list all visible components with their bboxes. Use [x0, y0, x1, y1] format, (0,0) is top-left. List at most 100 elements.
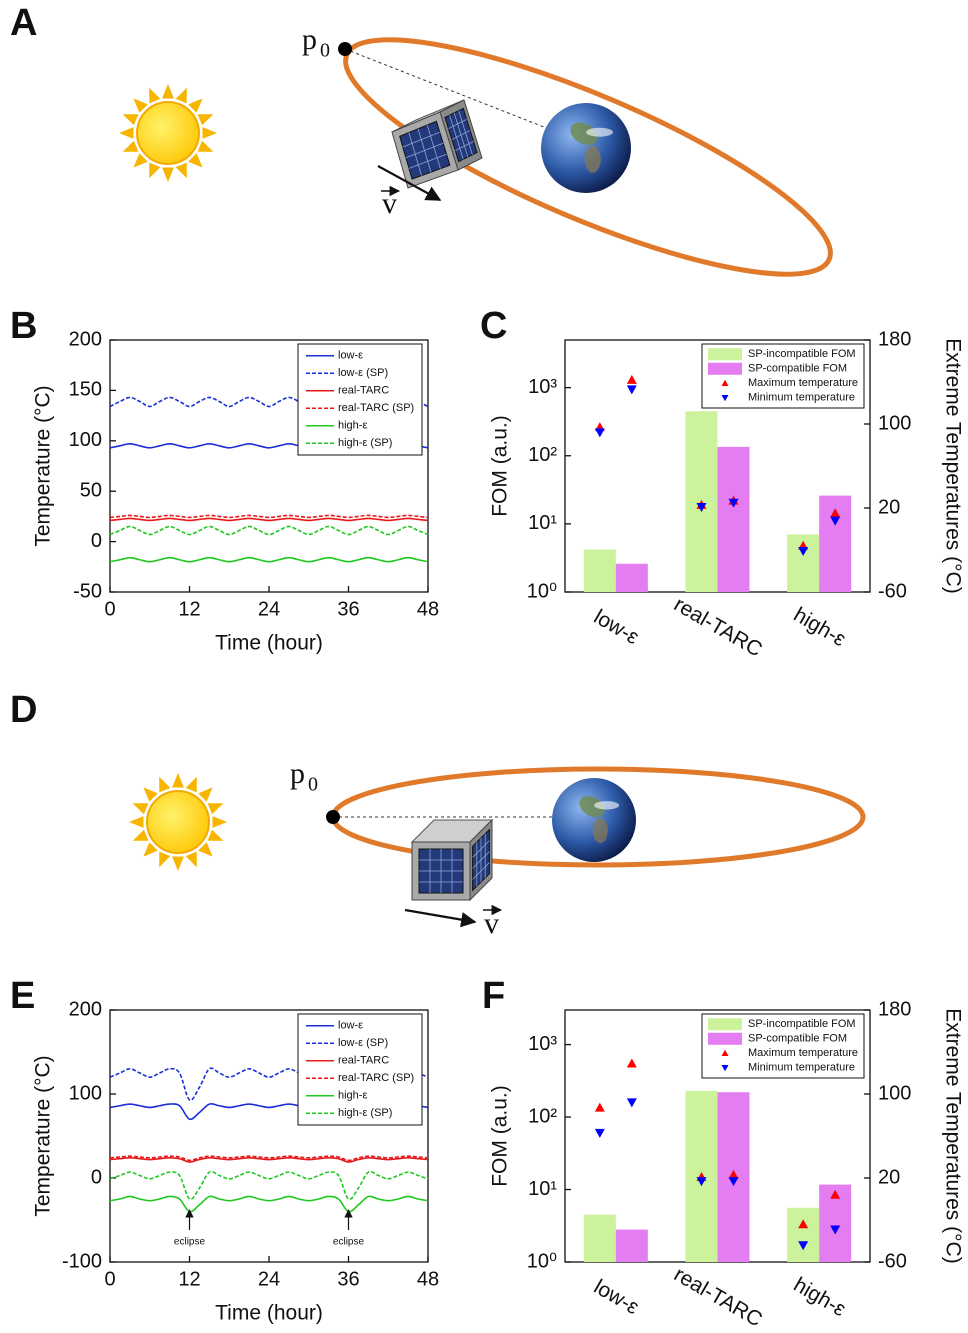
y-axis-title: FOM (a.u.)	[489, 415, 512, 517]
land	[592, 817, 608, 844]
marker	[830, 516, 841, 526]
x-tick-label: 36	[337, 1268, 359, 1290]
marker	[728, 498, 739, 508]
panel-label: D	[10, 689, 37, 731]
series-line	[109, 1157, 429, 1163]
point-label: p	[302, 23, 317, 56]
sun-ray	[188, 98, 203, 113]
y-tick-label: 10²	[528, 444, 557, 466]
point-subscript: 0	[320, 40, 330, 62]
sun-ray	[143, 787, 158, 802]
sun-ray	[212, 816, 227, 828]
sun-ray	[133, 98, 148, 113]
x-tick-label: 0	[104, 1268, 115, 1290]
panel-label: F	[482, 975, 505, 1017]
y2-axis-title: Extreme Temperatures (°C)	[941, 338, 964, 593]
marker	[728, 1169, 739, 1179]
sun-ray	[132, 803, 149, 815]
legend-label: high-ε	[338, 1090, 367, 1102]
bar	[615, 1229, 648, 1262]
legend-label: real-TARC	[338, 385, 389, 397]
x-tick-label: 12	[178, 598, 200, 620]
chart: F 10⁰ 10¹ 10² 10³ -60 20 100 180 FOM (a.u.) Extrem…	[482, 975, 964, 1332]
legend-label: high-ε (SP)	[338, 1107, 392, 1119]
bar	[583, 1214, 616, 1262]
sun-ray	[132, 829, 149, 841]
marker	[626, 1058, 637, 1068]
legend-label: real-TARC (SP)	[338, 1072, 414, 1084]
panel-grid	[472, 862, 490, 880]
velocity-label: v	[382, 187, 397, 220]
legend-label: low-ε (SP)	[338, 1037, 388, 1049]
panel-grid	[408, 153, 447, 169]
y-axis-title: Temperature (°C)	[32, 1055, 55, 1216]
point-p0	[326, 810, 340, 824]
sun-ray	[133, 153, 148, 168]
velocity-label: v	[484, 907, 499, 940]
series-line	[109, 1195, 429, 1213]
sun-ray	[162, 167, 174, 182]
y2-tick-label: 100	[878, 1082, 911, 1104]
marker	[594, 1102, 605, 1112]
x-tick-label: 12	[178, 1268, 200, 1290]
legend-label: Maximum temperature	[748, 1047, 858, 1059]
marker	[696, 1177, 707, 1187]
marker	[830, 1189, 841, 1199]
legend-label: real-TARC	[338, 1055, 389, 1067]
y-tick-label: 0	[91, 530, 102, 552]
marker	[830, 1225, 841, 1235]
chart: C 10⁰ 10¹ 10² 10³ -60 20 100 180 FOM (a.u.) Extrem…	[480, 305, 964, 662]
x-tick-label: 48	[417, 598, 439, 620]
velocity-arrow	[377, 165, 442, 201]
y-tick-label: 100	[69, 1082, 102, 1104]
velocity-arrow	[404, 908, 477, 928]
earth-globe	[552, 778, 636, 862]
y2-tick-label: 20	[878, 1166, 900, 1188]
y-tick-label: 200	[69, 328, 102, 350]
y2-tick-label: 180	[878, 998, 911, 1020]
sun-ray	[172, 773, 184, 788]
sun-ray	[119, 127, 134, 139]
y2-tick-label: -60	[878, 1250, 907, 1272]
sun-ray	[149, 87, 161, 104]
legend-label: low-ε	[338, 350, 363, 362]
legend-box	[297, 343, 423, 456]
bar	[787, 1207, 820, 1262]
sun-ray	[149, 162, 161, 179]
y-tick-label: 10⁰	[527, 580, 557, 602]
earth-globe	[541, 103, 631, 193]
x-axis-title: Time (hour)	[215, 632, 323, 655]
sun	[119, 84, 217, 182]
annotation: eclipse	[174, 1237, 206, 1248]
y-tick-label: 100	[69, 429, 102, 451]
y-tick-label: 150	[69, 379, 102, 401]
sun-ray	[143, 842, 158, 857]
x-tick-label: 24	[258, 598, 280, 620]
legend-label: SP-compatible FOM	[748, 363, 847, 375]
legend-swatch	[721, 1064, 729, 1072]
marker	[728, 1177, 739, 1187]
legend-swatch	[708, 1018, 742, 1031]
sun-ray	[185, 851, 197, 868]
series-line	[109, 1170, 429, 1201]
satellite	[410, 818, 494, 902]
legend-swatch	[721, 1049, 729, 1057]
y-axis-title: FOM (a.u.)	[489, 1085, 512, 1187]
legend-swatch	[708, 1032, 742, 1045]
y-tick-label: 10³	[528, 376, 557, 398]
legend-label: SP-incompatible FOM	[748, 348, 856, 360]
land	[579, 796, 605, 818]
panel-grid	[458, 110, 473, 155]
y-tick-label: 10¹	[528, 1178, 557, 1200]
series-line	[109, 517, 429, 522]
marker	[626, 385, 637, 395]
legend-swatch	[708, 348, 742, 361]
y2-tick-label: 100	[878, 412, 911, 434]
earth	[552, 778, 636, 862]
sun-core	[136, 101, 200, 165]
legend-label: low-ε	[338, 1020, 363, 1032]
x-tick-label: high-ε	[790, 603, 850, 651]
